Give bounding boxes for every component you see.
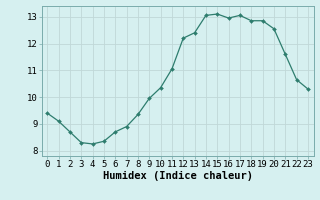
X-axis label: Humidex (Indice chaleur): Humidex (Indice chaleur) bbox=[103, 171, 252, 181]
